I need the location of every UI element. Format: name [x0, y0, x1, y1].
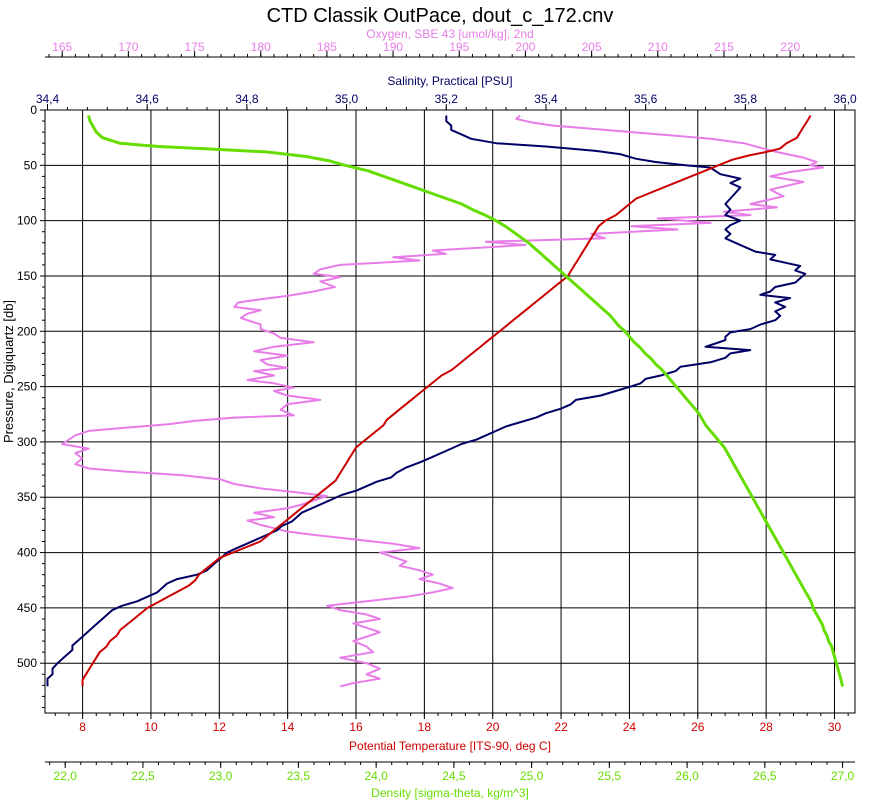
density-tick-label: 23,5	[287, 769, 311, 783]
salinity-tick-label: 34,4	[36, 92, 60, 106]
y-axis-label: Pressure, Digiquartz [db]	[1, 300, 16, 443]
y-tick-label: 250	[17, 380, 37, 394]
salinity-tick-label: 35,2	[435, 92, 459, 106]
oxygen-tick-label: 215	[714, 40, 734, 54]
y-tick-label: 200	[17, 324, 37, 338]
data-series	[46, 114, 845, 688]
y-tick-label: 150	[17, 269, 37, 283]
gridlines	[45, 109, 855, 713]
oxygen-tick-label: 205	[582, 40, 602, 54]
oxygen-tick-label: 180	[251, 40, 271, 54]
temperature-tick-label: 8	[79, 720, 86, 734]
temperature-tick-label: 10	[144, 720, 158, 734]
oxygen-tick-label: 200	[515, 40, 535, 54]
density-tick-label: 23,0	[209, 769, 233, 783]
y-tick-label: 0	[30, 103, 37, 117]
salinity-tick-label: 35,0	[335, 92, 359, 106]
density-tick-label: 22,5	[131, 769, 155, 783]
salinity-tick-label: 34,8	[235, 92, 259, 106]
temperature-tick-label: 26	[691, 720, 705, 734]
density-axis-title: Density [sigma-theta, kg/m^3]	[371, 786, 529, 800]
salinity-tick-label: 35,4	[534, 92, 558, 106]
salinity-profile-line	[46, 115, 807, 687]
salinity-tick-label: 35,8	[734, 92, 758, 106]
density-profile-line	[87, 115, 845, 687]
density-tick-label: 22,0	[54, 769, 78, 783]
temperature-tick-label: 16	[349, 720, 363, 734]
temperature-tick-label: 22	[554, 720, 568, 734]
y-tick-label: 400	[17, 546, 37, 560]
temperature-tick-label: 30	[828, 720, 842, 734]
density-tick-label: 26,0	[675, 769, 699, 783]
temperature-tick-label: 28	[759, 720, 773, 734]
oxygen-tick-label: 190	[383, 40, 403, 54]
oxygen-tick-label: 210	[648, 40, 668, 54]
y-tick-label: 500	[17, 656, 37, 670]
salinity-tick-label: 36,0	[833, 92, 857, 106]
density-tick-label: 26,5	[753, 769, 777, 783]
oxygen-profile-line	[61, 114, 825, 688]
density-tick-label: 25,0	[520, 769, 544, 783]
plot-frame	[44, 109, 856, 714]
density-tick-label: 27,0	[831, 769, 855, 783]
oxygen-tick-label: 195	[449, 40, 469, 54]
axes: 0 50 100 150 200 250 300 350 400 450 500 165 170 175 1…	[17, 27, 857, 800]
temperature-tick-label: 20	[486, 720, 500, 734]
chart-title: CTD Classik OutPace, dout_c_172.cnv	[267, 5, 614, 27]
temperature-tick-label: 18	[418, 720, 432, 734]
y-tick-label: 350	[17, 490, 37, 504]
temperature-tick-label: 14	[281, 720, 295, 734]
temperature-axis-title: Potential Temperature [ITS-90, deg C]	[349, 739, 551, 753]
oxygen-tick-label: 170	[118, 40, 138, 54]
salinity-tick-label: 35,6	[634, 92, 658, 106]
oxygen-tick-label: 185	[317, 40, 337, 54]
oxygen-tick-label: 220	[780, 40, 800, 54]
temperature-profile-line	[81, 114, 812, 687]
density-tick-label: 24,0	[364, 769, 388, 783]
density-tick-label: 25,5	[598, 769, 622, 783]
oxygen-axis-title: Oxygen, SBE 43 [umol/kg], 2nd	[366, 27, 533, 41]
temperature-tick-label: 12	[213, 720, 227, 734]
oxygen-tick-label: 175	[185, 40, 205, 54]
y-tick-label: 300	[17, 435, 37, 449]
oxygen-tick-label: 165	[52, 40, 72, 54]
y-tick-label: 450	[17, 601, 37, 615]
y-tick-label: 50	[24, 158, 38, 172]
salinity-tick-label: 34,6	[136, 92, 160, 106]
temperature-tick-label: 24	[623, 720, 637, 734]
density-tick-label: 24,5	[442, 769, 466, 783]
salinity-axis-title: Salinity, Practical [PSU]	[387, 74, 512, 88]
y-tick-label: 100	[17, 214, 37, 228]
